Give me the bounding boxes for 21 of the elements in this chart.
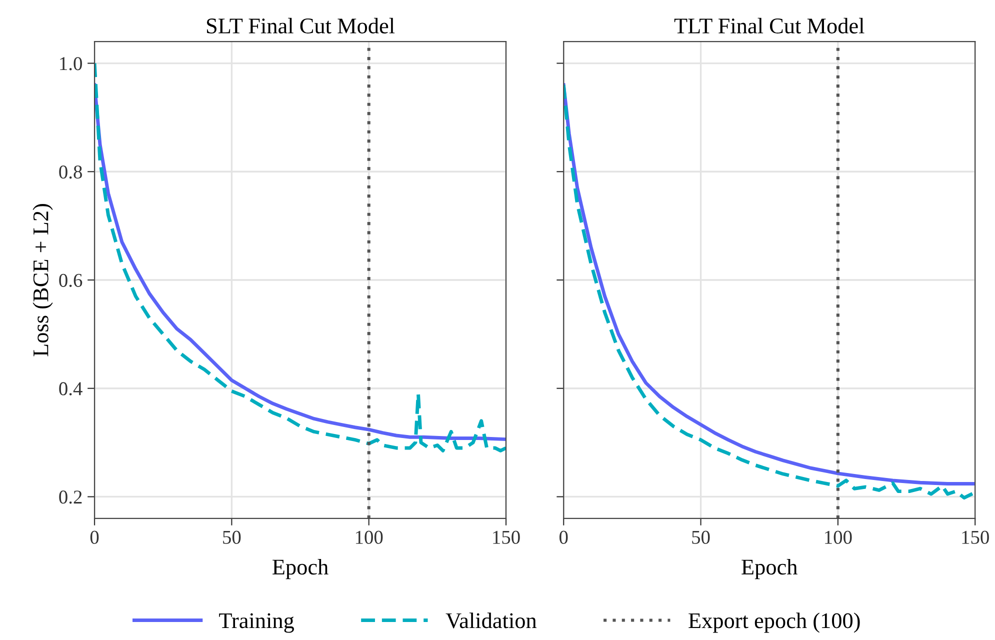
x-tick-label: 0 — [559, 530, 568, 544]
y-tick-label: 0.6 — [59, 274, 82, 288]
y-tick-label: 0.8 — [59, 165, 82, 179]
x-tick-label: 150 — [962, 530, 989, 544]
x-axis-title: Epoch — [272, 558, 328, 580]
y-tick-label: 0.2 — [59, 490, 82, 504]
y-axis-title: Loss (BCE + L2) — [32, 204, 53, 356]
y-tick-label: 0.4 — [59, 382, 82, 396]
chart-title: SLT Final Cut Model — [206, 18, 395, 34]
x-tick-label: 100 — [825, 530, 852, 544]
x-tick-label: 0 — [90, 530, 99, 544]
legend-label: Validation — [446, 612, 537, 628]
chart-title: TLT Final Cut Model — [674, 18, 864, 34]
x-tick-label: 50 — [692, 530, 710, 544]
x-axis-title: Epoch — [742, 558, 798, 580]
x-tick-label: 150 — [493, 530, 520, 544]
legend-label: Export epoch (100) — [688, 612, 860, 633]
y-tick-label: 1.0 — [60, 57, 82, 70]
legend-label: Training — [219, 613, 294, 633]
x-tick-label: 50 — [223, 530, 241, 544]
x-tick-label: 100 — [356, 530, 383, 544]
